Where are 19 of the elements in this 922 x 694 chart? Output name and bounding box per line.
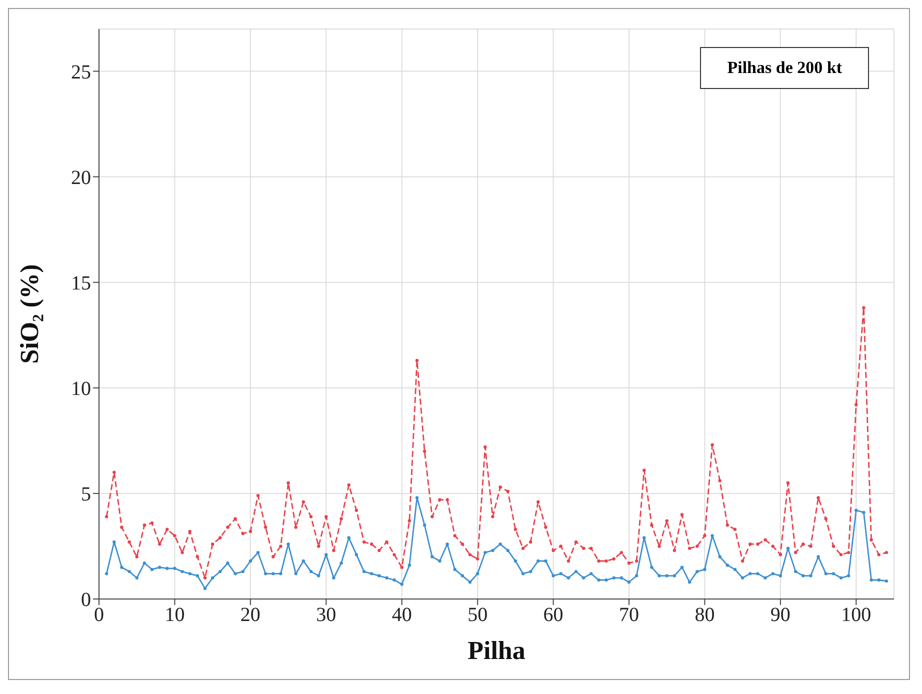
x-tick-label: 70 xyxy=(619,604,639,626)
y-tick-label: 0 xyxy=(81,589,91,612)
y-tick-label: 15 xyxy=(71,272,91,294)
x-tick-label: 60 xyxy=(543,604,564,626)
y-axis-title: SiO₂ (%) xyxy=(15,264,44,364)
x-tick-label: 10 xyxy=(164,604,185,626)
y-tick-label: 10 xyxy=(71,378,91,400)
y-tick-label: 20 xyxy=(71,166,91,189)
x-tick-label: 80 xyxy=(694,604,715,626)
x-tick-label: 90 xyxy=(770,604,790,626)
x-tick-label: 50 xyxy=(468,604,488,626)
x-tick-label: 40 xyxy=(392,604,412,626)
x-tick-label: 20 xyxy=(240,604,260,626)
x-axis-title: Pilha xyxy=(468,636,526,665)
x-tick-label: 30 xyxy=(316,604,336,626)
y-tick-label: 5 xyxy=(81,484,91,506)
x-tick-label: 100 xyxy=(841,604,872,626)
y-tick-label: 25 xyxy=(71,61,91,84)
annotation: Pilhas de 200 kt xyxy=(700,47,869,89)
